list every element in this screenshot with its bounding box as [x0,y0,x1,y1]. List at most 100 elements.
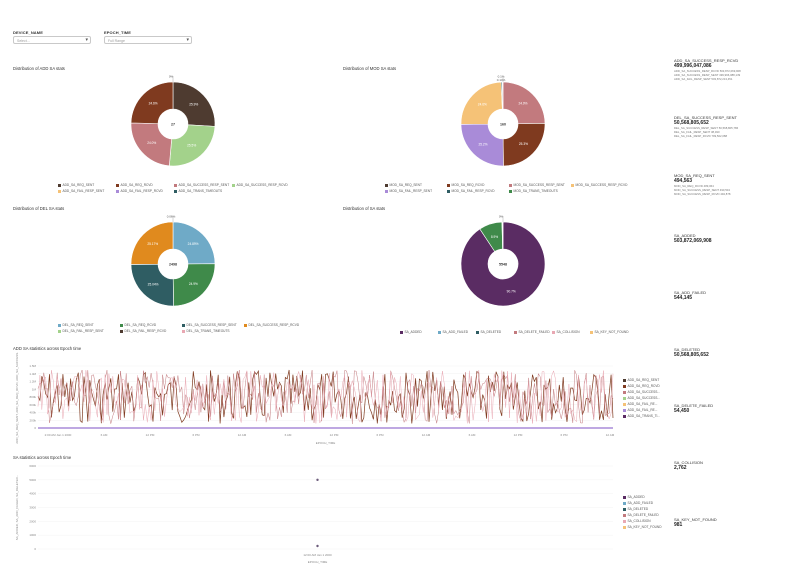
metric-title: MOD_SA_REQ_SENT [674,173,715,178]
series-line[interactable] [37,369,614,424]
legend-item[interactable]: SA_DELETED [476,330,501,334]
legend-item[interactable]: ADD_SA_FAIL_RESP_RCVD [116,189,163,193]
donut-slice[interactable] [130,221,174,265]
slice-label: 25.2% [478,142,487,146]
legend-item[interactable]: DEL_SA_REQ_RCVD [120,323,156,327]
legend-swatch [623,519,626,523]
legend-item[interactable]: SA_ADD_FAILED [623,501,653,505]
donut-slice[interactable] [172,263,216,307]
metric-title: SA_DELETED [674,347,701,352]
legend-item[interactable]: SA_KEY_NOT_FOUND [623,525,662,529]
y-tick-label: 800k [29,395,36,399]
slice-label: 24.89% [188,242,199,246]
legend-item[interactable]: DEL_SA_FAIL_RESP_RCVD [120,329,166,333]
y-tick-label: 2000 [29,519,36,523]
legend-item[interactable]: ADD_SA_TRANS_TI... [623,414,660,418]
slice-label: 8.9% [491,235,498,239]
legend-item[interactable]: DEL_SA_REQ_SENT [58,323,94,327]
legend-item[interactable]: DEL_SA_SUCCESS_RESP_SENT [182,323,237,327]
data-point[interactable] [316,478,319,482]
y-tick-label: 4000 [29,492,36,496]
legend-item[interactable]: SA_COLLISION [623,519,651,523]
donut-slice[interactable] [502,81,546,125]
legend-item[interactable]: MOD_SA_REQ_SENT [385,183,422,187]
legend-swatch [509,183,512,187]
metric-sub-value: DEL_SA_SUCCESS_RESP_SENT 50,568,805,786 [674,126,739,130]
donut-slice[interactable] [168,124,216,167]
donut-slice[interactable] [502,122,546,167]
legend-item[interactable]: SA_KEY_NOT_FOUND [590,330,629,334]
donut-slice[interactable] [130,263,174,307]
legend-item[interactable]: SA_DELETED [623,507,648,511]
slice-label: 0% [169,74,174,75]
metric-sub-value: MOD_SA_REQ_RCVD 489,064 [674,184,714,188]
donut-slice[interactable] [172,221,216,265]
legend-item[interactable]: MOD_SA_SUCCESS_RESP_SENT [509,183,565,187]
legend-label: DEL_SA_FAIL_RESP_RCVD [124,329,167,333]
legend-item[interactable]: ADD_SA_FAIL_RE... [623,408,657,412]
device-name-select[interactable]: Select… ▾ [13,36,91,44]
legend-swatch [58,189,61,193]
legend-item[interactable]: ADD_SA_SUCCESS... [623,390,660,394]
legend-label: ADD_SA_REQ_SENT [62,183,95,187]
legend-item[interactable]: ADD_SA_FAIL_RESP_SENT [58,189,104,193]
metric-value: 544,145 [674,295,693,301]
legend-swatch [447,189,450,193]
legend-item[interactable]: SA_ADD_FAILED [438,330,468,334]
series-line[interactable] [37,369,614,424]
del-sa-legend: DEL_SA_REQ_SENT DEL_SA_REQ_RCVD DEL_SA_SUC… [58,323,308,337]
epoch-time-label: EPOCH_TIME [104,30,132,35]
legend-swatch [623,525,626,529]
legend-item[interactable]: SA_DELETE_FAILED [514,330,550,334]
legend-item[interactable]: ADD_SA_SUCCESS_RESP_RCVD [232,183,288,187]
data-point[interactable] [316,544,319,548]
legend-swatch [400,330,403,334]
x-axis-label: EPOCH_TIME [316,441,336,445]
legend-swatch [385,189,388,193]
legend-item[interactable]: SA_DELETE_FAILED [623,513,659,517]
donut-slice[interactable] [460,123,504,167]
x-axis-label: EPOCH_TIME [308,560,328,564]
legend-swatch [120,329,123,333]
legend-item[interactable]: MOD_SA_FAIL_RESP_SENT [385,189,432,193]
donut-slice[interactable] [502,221,504,250]
legend-item[interactable]: MOD_SA_FAIL_RESP_RCVD [447,189,495,193]
y-tick-label: 200k [29,418,36,422]
legend-label: SA_DELETED [480,330,502,334]
donut-slice[interactable] [172,81,216,127]
slice-label: 0% [169,75,174,79]
legend-item[interactable]: MOD_SA_TRANS_TIMEOUTS [509,189,558,193]
metric-value: 50,568,805,652 [674,352,709,358]
legend-item[interactable]: DEL_SA_SUCCESS_RESP_RCVD [244,323,299,327]
donut-center-total: 27 [171,122,175,126]
legend-label: SA_ADD_FAILED [627,501,654,505]
legend-item[interactable]: ADD_SA_SUCCESS_RESP_SENT [174,183,229,187]
legend-item[interactable]: MOD_SA_REQ_RCVD [447,183,484,187]
legend-item[interactable]: DEL_SA_FAIL_RESP_SENT [58,329,104,333]
legend-item[interactable]: MOD_SA_SUCCESS_RESP_RCVD [571,183,627,187]
legend-swatch [58,329,61,333]
legend-item[interactable]: SA_ADDED [623,495,645,499]
donut-slice[interactable] [460,221,546,307]
epoch-time-select[interactable]: Full Range ▾ [104,36,192,44]
legend-item[interactable]: ADD_SA_REQ_RCVD [116,183,153,187]
legend-item[interactable]: DEL_SA_TRANS_TIMEOUTS [182,329,230,333]
y-tick-label: 3000 [29,506,36,510]
legend-item[interactable]: SA_ADDED [400,330,422,334]
legend-label: ADD_SA_REQ_SENT [627,378,660,382]
y-tick-label: 0 [34,426,36,430]
legend-label: SA_ADDED [404,330,422,334]
legend-item[interactable]: ADD_SA_REQ_SENT [623,378,659,382]
slice-label: 24.9% [518,102,527,106]
legend-item[interactable]: SA_COLLISION [552,330,580,334]
legend-item[interactable]: ADD_SA_TRANS_TIMEOUTS [174,189,222,193]
donut-center-total: 5548 [499,262,507,266]
legend-item[interactable]: ADD_SA_SUCCESS... [623,396,660,400]
series-line[interactable] [37,369,614,424]
donut-slice[interactable] [130,81,174,124]
legend-item[interactable]: ADD_SA_REQ_RCVD [623,384,660,388]
legend-label: MOD_SA_FAIL_RESP_SENT [389,189,433,193]
legend-item[interactable]: ADD_SA_REQ_SENT [58,183,94,187]
legend-label: SA_DELETED [627,507,649,511]
legend-item[interactable]: ADD_SA_FAIL_RE... [623,402,657,406]
